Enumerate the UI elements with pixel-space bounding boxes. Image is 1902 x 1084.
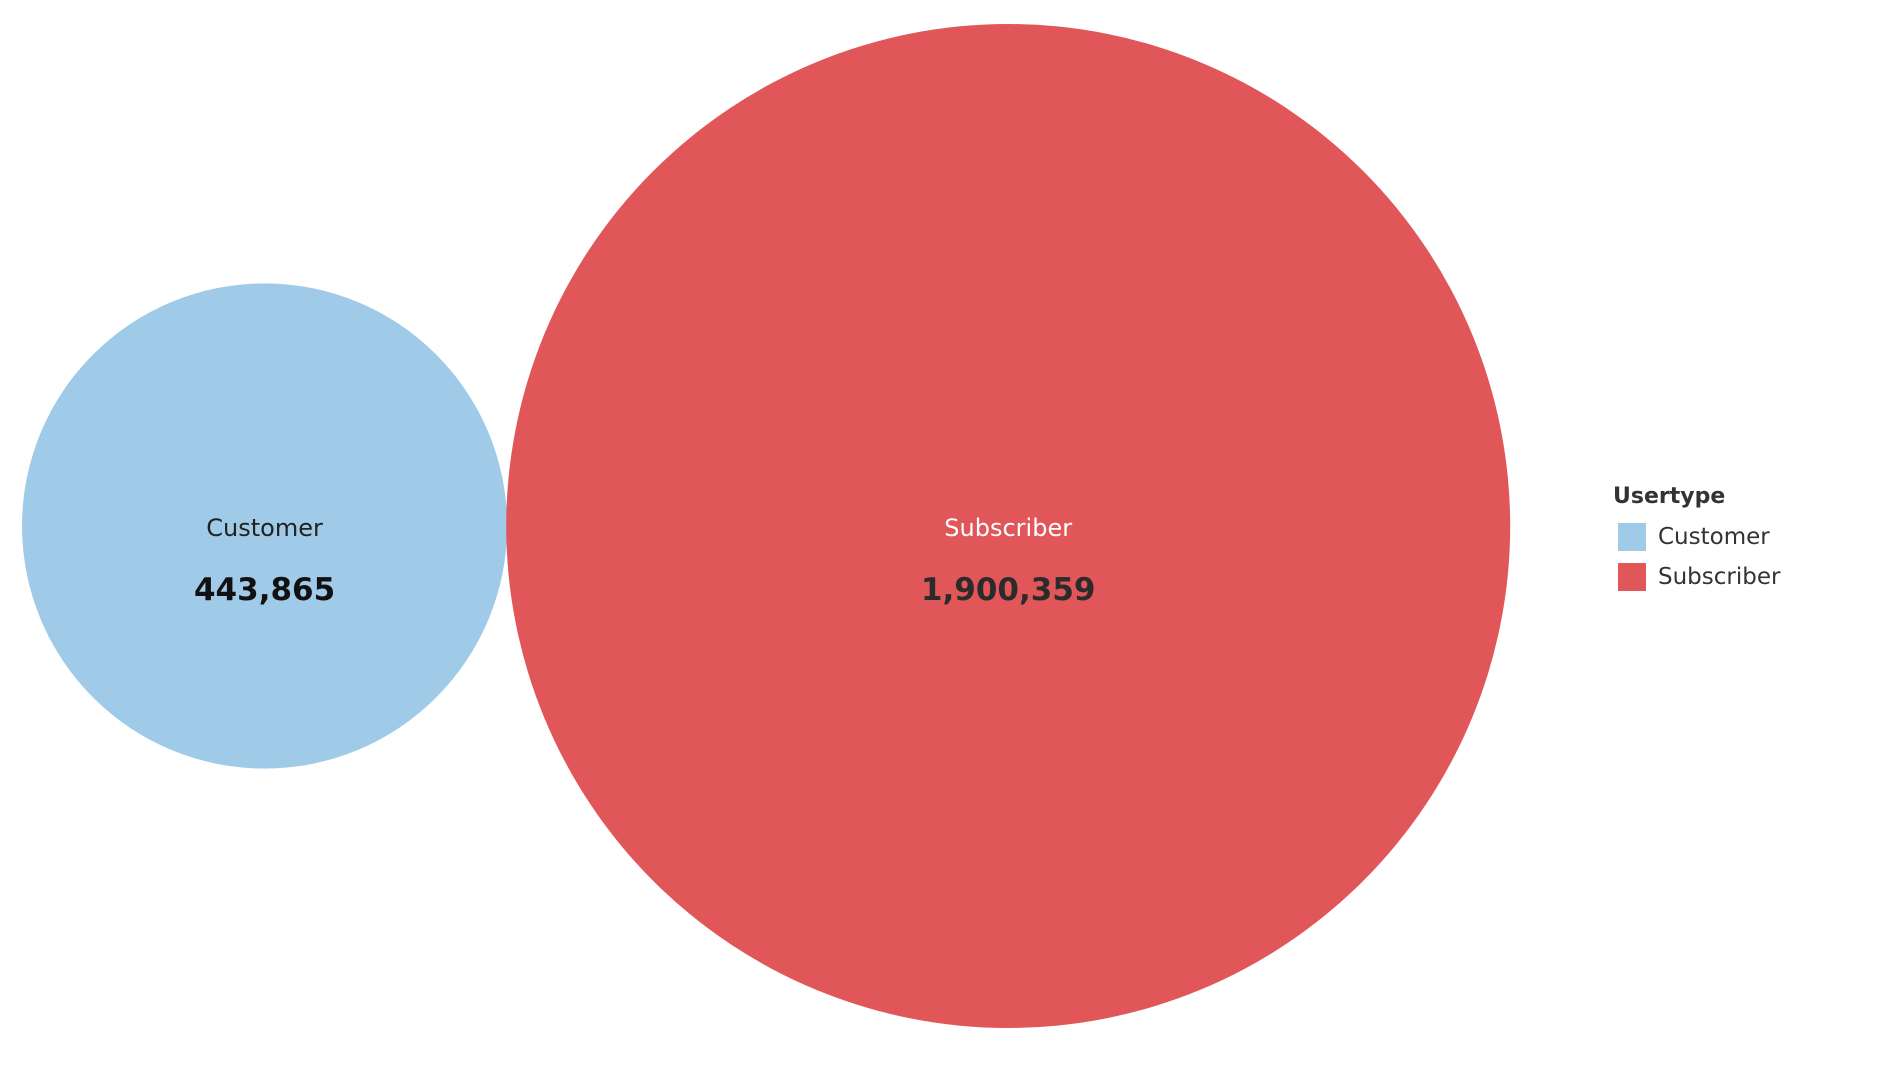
bubble-label-customer: Customer bbox=[206, 514, 323, 542]
bubble-label-subscriber: Subscriber bbox=[944, 514, 1072, 542]
bubble-subscriber[interactable] bbox=[506, 24, 1511, 1028]
legend-label-subscriber: Subscriber bbox=[1658, 564, 1781, 590]
legend: Usertype Customer Subscriber bbox=[1613, 484, 1873, 602]
legend-item-customer[interactable]: Customer bbox=[1613, 522, 1873, 552]
legend-title: Usertype bbox=[1613, 484, 1726, 509]
legend-label-customer: Customer bbox=[1658, 524, 1770, 550]
bubble-customer[interactable] bbox=[22, 283, 508, 769]
legend-swatch-customer bbox=[1618, 523, 1646, 551]
bubble-chart: Customer 443,865 Subscriber 1,900,359 bbox=[22, 24, 1511, 1028]
bubble-value-customer: 443,865 bbox=[194, 572, 335, 608]
legend-item-subscriber[interactable]: Subscriber bbox=[1613, 562, 1873, 592]
legend-swatch-subscriber bbox=[1618, 563, 1646, 591]
bubble-value-subscriber: 1,900,359 bbox=[921, 572, 1096, 608]
